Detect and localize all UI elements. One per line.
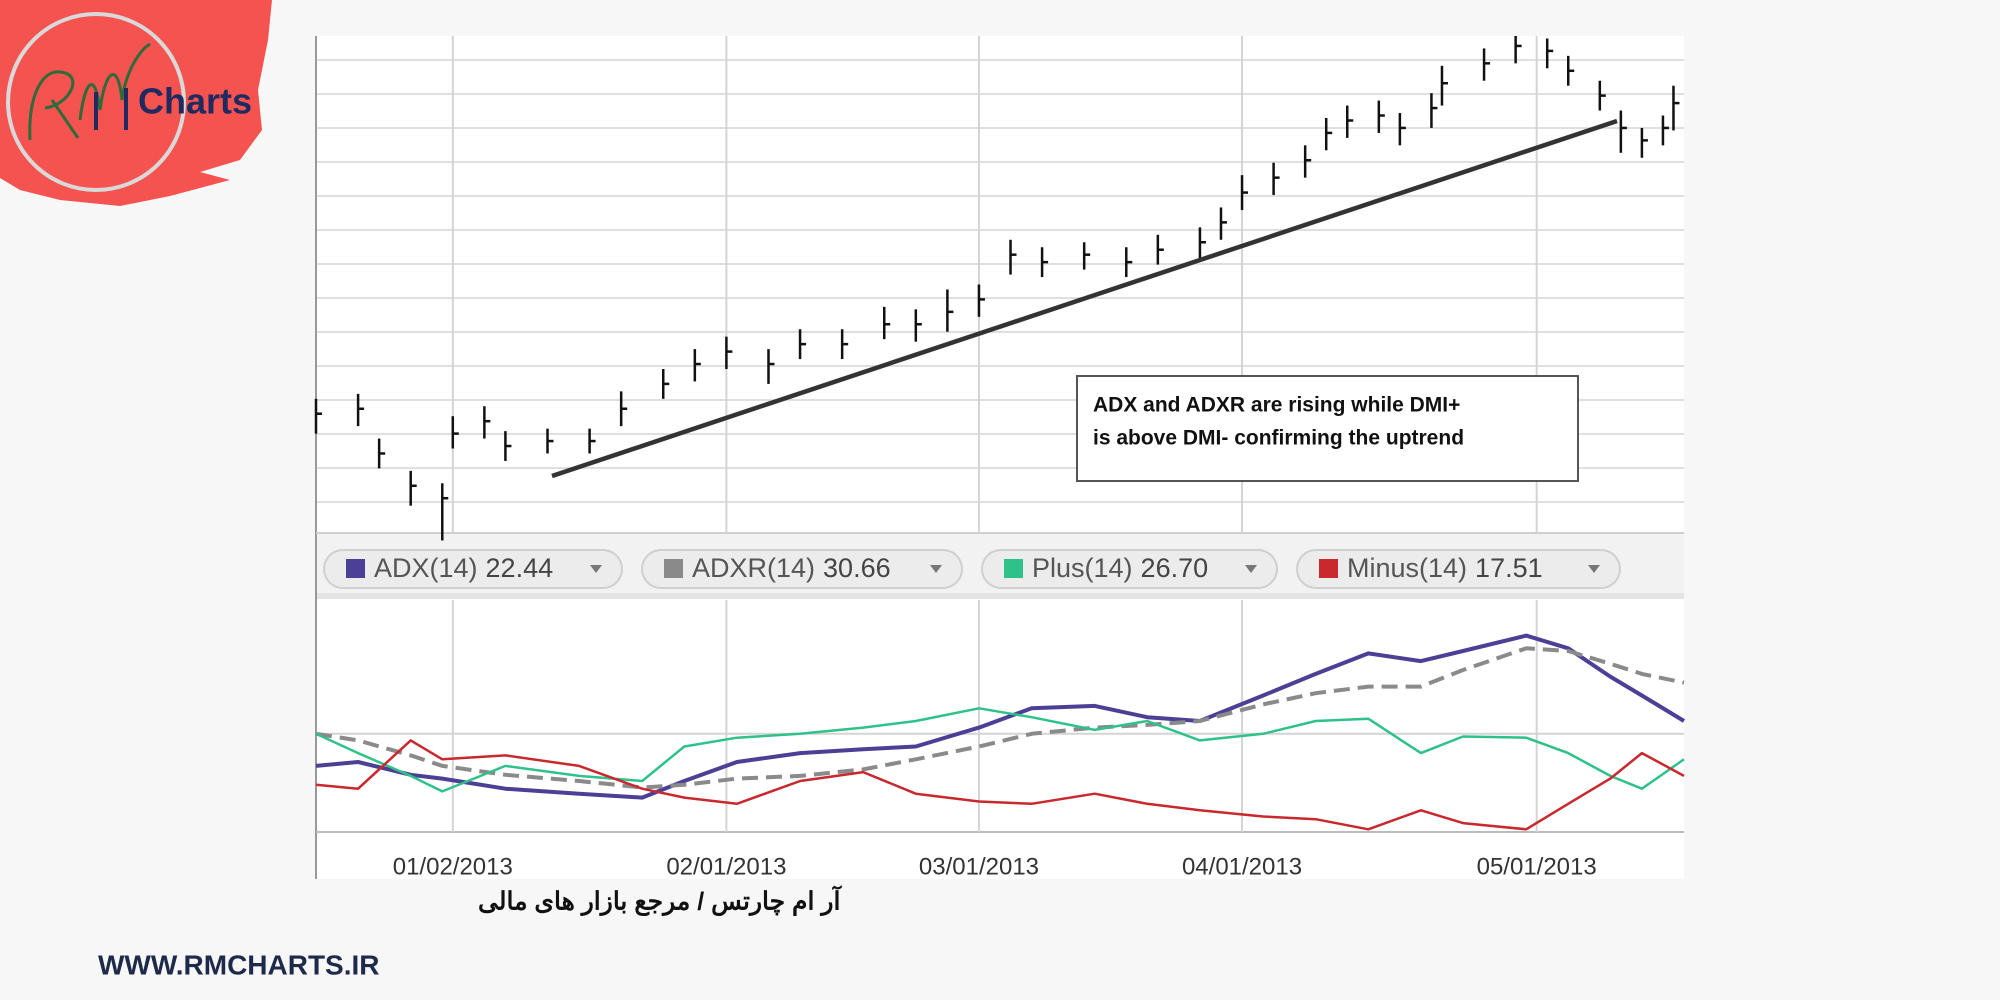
x-tick-label: 05/01/2013 (1477, 853, 1597, 880)
logo-ring (6, 12, 186, 192)
x-tick-label: 01/02/2013 (393, 853, 513, 880)
annotation: ADX and ADXR are rising while DMI+ (1093, 394, 1460, 417)
legend-pill (1296, 549, 1621, 589)
legend-pill (981, 549, 1278, 589)
indicator-line (315, 646, 1685, 790)
legend-value: 26.70 (1141, 553, 1209, 583)
legend-name: ADXR(14) (692, 553, 815, 583)
legend-shadow (316, 593, 1684, 599)
logo-blob (0, 0, 272, 206)
legend-pill (641, 549, 963, 589)
legend-name: Plus(14) (1032, 553, 1133, 583)
legend-entry: ADXR(14) 30.66 (692, 553, 891, 583)
legend-entry: Minus(14) 17.51 (1347, 553, 1543, 583)
x-tick-label: 02/01/2013 (666, 853, 786, 880)
x-tick-label: 03/01/2013 (919, 853, 1039, 880)
legend-dropdown (930, 565, 942, 573)
annotation: is above DMI- confirming the uptrend (1093, 427, 1464, 450)
indicator-panel (316, 599, 1684, 879)
legend-entry: Plus(14) 26.70 (1032, 553, 1208, 583)
legend-dropdown (1588, 565, 1600, 573)
legend-pill (323, 549, 623, 589)
trend-line (551, 118, 1618, 479)
x-tick-label: 04/01/2013 (1182, 853, 1302, 880)
legend-dropdown (1245, 565, 1257, 573)
indicator-line (315, 739, 1685, 831)
indicator-line (315, 633, 1686, 800)
legend-swatch (1004, 559, 1023, 578)
logo-mark (124, 88, 128, 130)
tagline: آر ام چارتس / مرجع بازار های مالی (478, 885, 842, 917)
legend-entry: ADX(14) 22.44 (374, 553, 553, 583)
legend-value: 30.66 (823, 553, 891, 583)
logo-text: Charts (138, 81, 252, 122)
annotation-box (1076, 375, 1579, 482)
legend-swatch (664, 559, 683, 578)
legend-swatch (1319, 559, 1338, 578)
indicator-line (315, 707, 1685, 793)
legend-name: Minus(14) (1347, 553, 1467, 583)
legend-name: ADX(14) (374, 553, 478, 583)
legend-value: 22.44 (486, 553, 554, 583)
website: WWW.RMCHARTS.IR (98, 949, 380, 980)
legend-swatch (346, 559, 365, 578)
legend-dropdown (590, 565, 602, 573)
legend-value: 17.51 (1475, 553, 1543, 583)
logo-mark (94, 92, 98, 130)
logo-mark (28, 42, 151, 141)
